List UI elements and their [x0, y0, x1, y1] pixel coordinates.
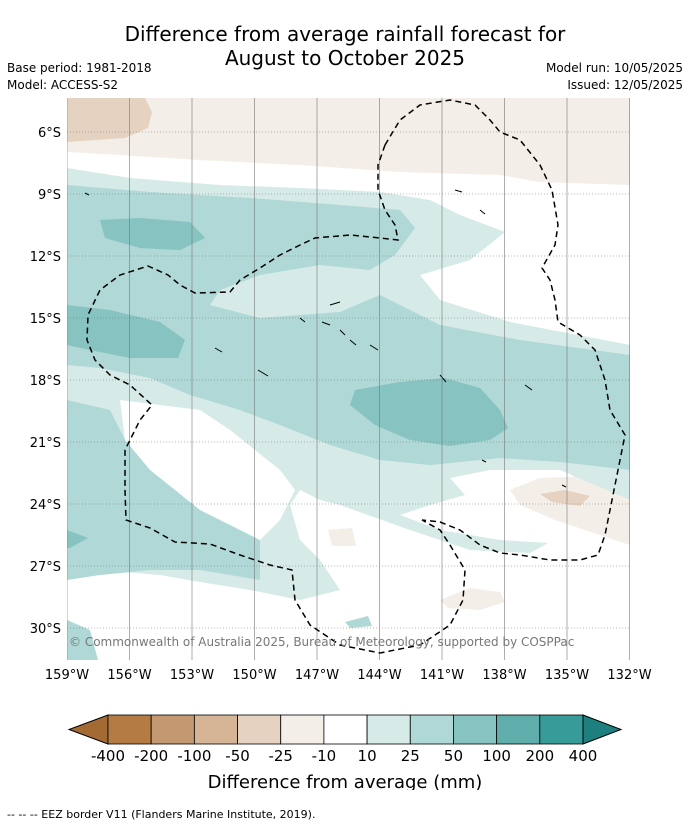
white-gap-west	[120, 400, 295, 540]
lat-label: 12°S	[30, 250, 61, 265]
colorbar-segment	[280, 714, 325, 745]
copyright-text: © Commonwealth of Australia 2025, Bureau…	[69, 635, 574, 649]
colorbar-tick-label: 200	[525, 747, 554, 765]
lon-label: 135°W	[545, 668, 589, 683]
lon-label: 159°W	[45, 668, 89, 683]
lon-label: 141°W	[420, 668, 464, 683]
colorbar-segment	[237, 714, 282, 745]
lat-label: 15°S	[30, 312, 61, 327]
lon-label: 138°W	[482, 668, 526, 683]
colorbar-tick-label: -50	[225, 747, 250, 765]
title-line-1: Difference from average rainfall forecas…	[124, 22, 566, 46]
lon-label: 150°W	[232, 668, 276, 683]
eez-legend-note: -- -- -- EEZ border V11 (Flanders Marine…	[7, 808, 316, 821]
lon-label: 153°W	[170, 668, 214, 683]
colorbar-tick-label: 100	[482, 747, 511, 765]
colorbar-tick-label: 50	[444, 747, 463, 765]
colorbar-tick-label: 25	[401, 747, 420, 765]
colorbar-segment	[366, 714, 411, 745]
dry-patch-south	[440, 588, 505, 610]
lon-label: 132°W	[607, 668, 651, 683]
colorbar-segment	[193, 714, 238, 745]
eez-borders	[86, 99, 626, 654]
lon-label: 144°W	[357, 668, 401, 683]
wet-patch-southwest	[67, 400, 260, 580]
meta-left: Base period: 1981-2018 Model: ACCESS-S2	[7, 60, 152, 94]
colorbar-segment	[539, 714, 584, 745]
lat-label: 27°S	[30, 560, 61, 575]
lon-label: 147°W	[295, 668, 339, 683]
dry-patch-small	[328, 528, 356, 546]
wet-patch-50-100-a	[100, 218, 205, 250]
grid	[67, 98, 630, 660]
issued-date: Issued: 12/05/2025	[567, 78, 683, 92]
colorbar-segment	[453, 714, 498, 745]
white-gap-southwest	[78, 592, 215, 628]
colorbar-segment	[409, 714, 454, 745]
colorbar-segment	[496, 714, 541, 745]
base-period: Base period: 1981-2018	[7, 61, 152, 75]
wet-patch-50-100-e	[345, 616, 372, 628]
colorbar-segment	[150, 714, 195, 745]
rainfall-map: © Commonwealth of Australia 2025, Bureau…	[30, 98, 652, 790]
dry-patch-east-core	[540, 490, 590, 506]
colorbar-segment	[107, 714, 152, 745]
colorbar-tick-label: 400	[569, 747, 598, 765]
title-line-2: August to October 2025	[224, 46, 466, 70]
colorbar-tick-label: -10	[312, 747, 337, 765]
colorbar-tick-label: -200	[134, 747, 168, 765]
wet-patch-50-100-c	[350, 378, 508, 446]
colorbar-arrow-high	[582, 714, 623, 745]
colorbar-tick-label: -25	[268, 747, 293, 765]
colorbar-segment	[323, 714, 368, 745]
dry-patch-northwest	[67, 98, 152, 142]
colorbar-arrow-low	[67, 714, 109, 745]
colorbar-title: Difference from average (mm)	[208, 772, 483, 790]
map-title: Difference from average rainfall forecas…	[0, 22, 690, 70]
model-name: Model: ACCESS-S2	[7, 78, 119, 92]
colorbar: -400 -200 -100 -50 -25 -10 10 25 50 100 200 400 Diff…	[67, 714, 623, 790]
wet-patch-50-100-d	[67, 530, 88, 548]
lat-label: 6°S	[38, 126, 61, 141]
wet-patch-southwest-edge	[67, 620, 98, 660]
islands	[84, 189, 567, 488]
lon-label: 156°W	[107, 668, 151, 683]
colorbar-tick-label: -400	[91, 747, 125, 765]
colorbar-tick-label: 10	[358, 747, 377, 765]
model-run: Model run: 10/05/2025	[545, 61, 683, 75]
wet-patch-50-100-b	[67, 305, 185, 358]
lat-label: 24°S	[30, 498, 61, 513]
latitude-labels: 6°S 9°S 12°S 15°S 18°S 21°S 24°S 27°S 30°S	[30, 126, 61, 637]
longitude-labels: 159°W 156°W 153°W 150°W 147°W 144°W 141°W 138°W…	[45, 668, 652, 683]
lat-label: 9°S	[38, 188, 61, 203]
colorbar-tick-label: -100	[177, 747, 211, 765]
meta-right: Model run: 10/05/2025 Issued: 12/05/2025	[546, 60, 683, 94]
lat-label: 18°S	[30, 374, 61, 389]
map-area: © Commonwealth of Australia 2025, Bureau…	[67, 98, 630, 660]
dry-patch-east	[510, 476, 630, 545]
lat-label: 30°S	[30, 622, 61, 637]
lat-label: 21°S	[30, 436, 61, 451]
